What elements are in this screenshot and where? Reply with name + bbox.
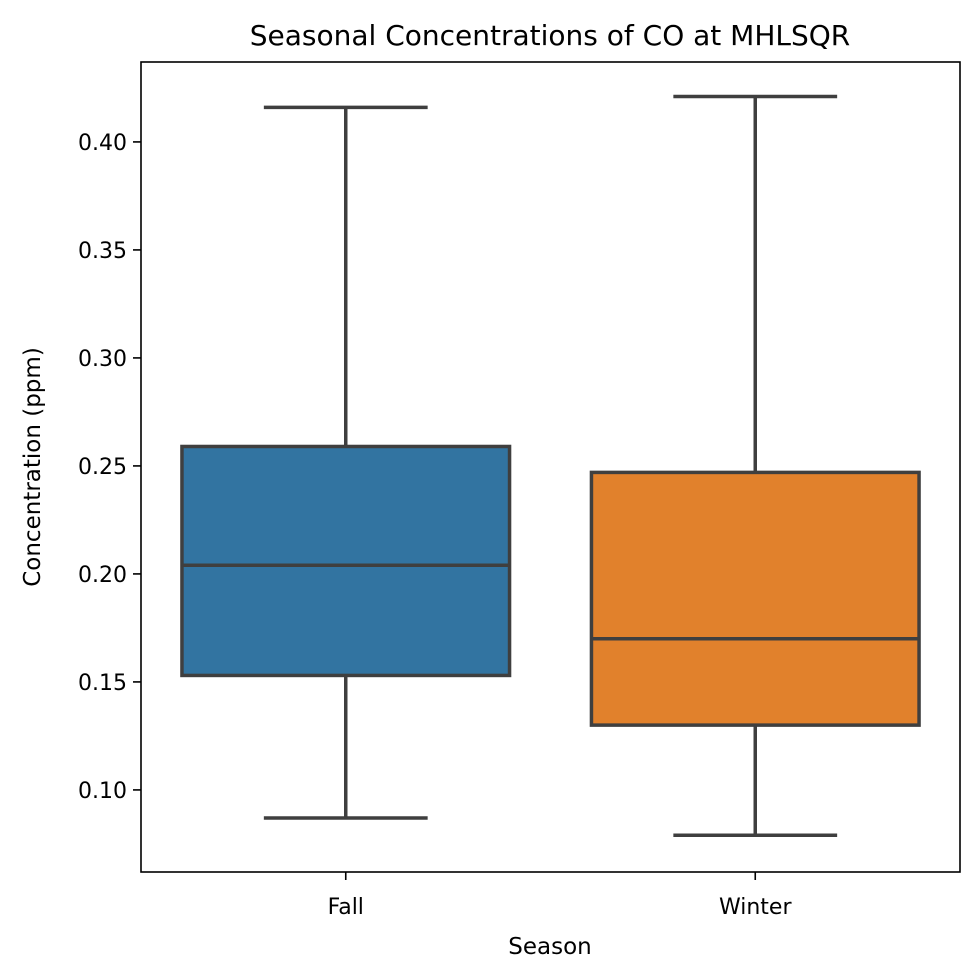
- plot-frame: [140, 61, 961, 873]
- y-axis-label: Concentration (ppm): [20, 347, 46, 587]
- boxes-group: [180, 94, 921, 838]
- y-axis-ticks: 0.10 0.15 0.20 0.25 0.30 0.35 0.40: [78, 131, 141, 804]
- x-axis-ticks: Fall Winter: [328, 872, 792, 920]
- box-winter: [589, 94, 921, 838]
- x-axis-label: Season: [508, 934, 591, 960]
- y-tick-label: 0.10: [78, 779, 127, 804]
- iqr-box: [589, 470, 921, 727]
- x-tick-label: Fall: [328, 895, 364, 920]
- y-tick-label: 0.15: [78, 671, 127, 696]
- x-tick-label: Winter: [719, 895, 792, 920]
- box-fall: [180, 105, 512, 820]
- y-tick-label: 0.25: [78, 455, 127, 480]
- chart-title: Seasonal Concentrations of CO at MHLSQR: [250, 19, 851, 52]
- iqr-box: [180, 444, 512, 678]
- y-tick-label: 0.40: [78, 131, 127, 156]
- y-tick-label: 0.30: [78, 347, 127, 372]
- y-tick-label: 0.35: [78, 239, 127, 264]
- y-tick-label: 0.20: [78, 563, 127, 588]
